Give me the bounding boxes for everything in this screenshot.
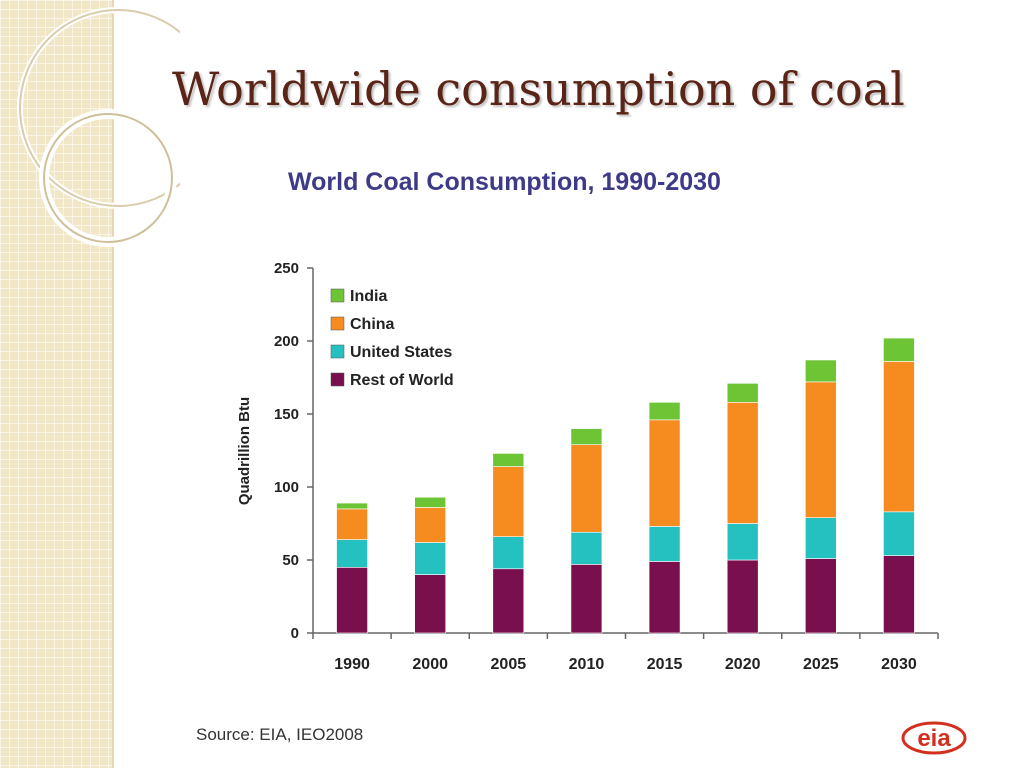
bar-united-states-2010: [570, 531, 603, 565]
decorative-swirl: [17, 7, 180, 247]
bar-india-2025: [805, 359, 837, 383]
bar-rest-of-world-2000: [414, 574, 446, 634]
x-tick-label: 2025: [803, 656, 839, 673]
bar-united-states-2000: [414, 542, 446, 575]
bar-united-states-1990: [336, 539, 368, 568]
legend-swatch-china: [330, 316, 345, 331]
bar-rest-of-world-2005: [492, 568, 525, 634]
y-tick-label: 150: [274, 406, 299, 423]
bar-india-2005: [492, 453, 525, 467]
x-tick-label: 2030: [881, 656, 917, 673]
y-tick-label: 200: [274, 333, 299, 350]
bar-india-2000: [414, 496, 446, 508]
y-tick-label: 0: [291, 625, 299, 642]
chart-title: World Coal Consumption, 1990-2030: [288, 168, 721, 196]
y-tick-label: 250: [274, 260, 299, 277]
legend-swatch-india: [330, 288, 345, 303]
bar-united-states-2015: [648, 526, 681, 562]
bar-china-2015: [648, 419, 681, 527]
bar-united-states-2030: [883, 511, 915, 556]
legend-swatch-rest-of-world: [330, 372, 345, 387]
eia-logo: eia: [901, 721, 967, 755]
bar-rest-of-world-2030: [883, 555, 915, 634]
bar-china-2000: [414, 507, 446, 543]
bar-united-states-2025: [805, 517, 837, 559]
legend-label-united-states: United States: [350, 344, 452, 361]
source-note: Source: EIA, IEO2008: [196, 725, 364, 744]
decorative-side-panel: [0, 0, 114, 768]
y-tick-label: 100: [274, 479, 299, 496]
bar-india-2020: [726, 383, 759, 403]
eia-logo-text: eia: [917, 725, 951, 752]
legend-label-india: India: [350, 288, 387, 305]
bar-china-1990: [336, 508, 368, 540]
slide-title: Worldwide consumption of coal: [172, 62, 905, 116]
bar-india-2015: [648, 402, 681, 421]
bar-china-2030: [883, 361, 915, 513]
bar-united-states-2005: [492, 536, 525, 570]
bar-rest-of-world-2015: [648, 561, 681, 634]
bar-china-2010: [570, 444, 603, 533]
bar-china-2025: [805, 381, 837, 518]
bar-china-2005: [492, 466, 525, 537]
x-tick-label: 2015: [647, 656, 683, 673]
x-tick-label: 2005: [491, 656, 527, 673]
x-tick-label: 2010: [569, 656, 605, 673]
x-tick-label: 2020: [725, 656, 761, 673]
legend-label-rest-of-world: Rest of World: [350, 372, 454, 389]
x-tick-label: 1990: [334, 656, 370, 673]
legend-swatch-united-states: [330, 344, 345, 359]
bar-india-1990: [336, 502, 368, 510]
bar-china-2020: [726, 402, 759, 524]
bar-india-2030: [883, 337, 915, 362]
bar-rest-of-world-2020: [726, 559, 759, 634]
y-tick-label: 50: [282, 552, 299, 569]
bar-united-states-2020: [726, 523, 759, 561]
bar-rest-of-world-2025: [805, 558, 837, 634]
bar-rest-of-world-2010: [570, 564, 603, 634]
legend-label-china: China: [350, 316, 395, 333]
bar-india-2010: [570, 428, 603, 445]
x-tick-label: 2000: [412, 656, 448, 673]
y-axis-title: Quadrillion Btu: [236, 397, 253, 505]
bar-rest-of-world-1990: [336, 566, 368, 634]
